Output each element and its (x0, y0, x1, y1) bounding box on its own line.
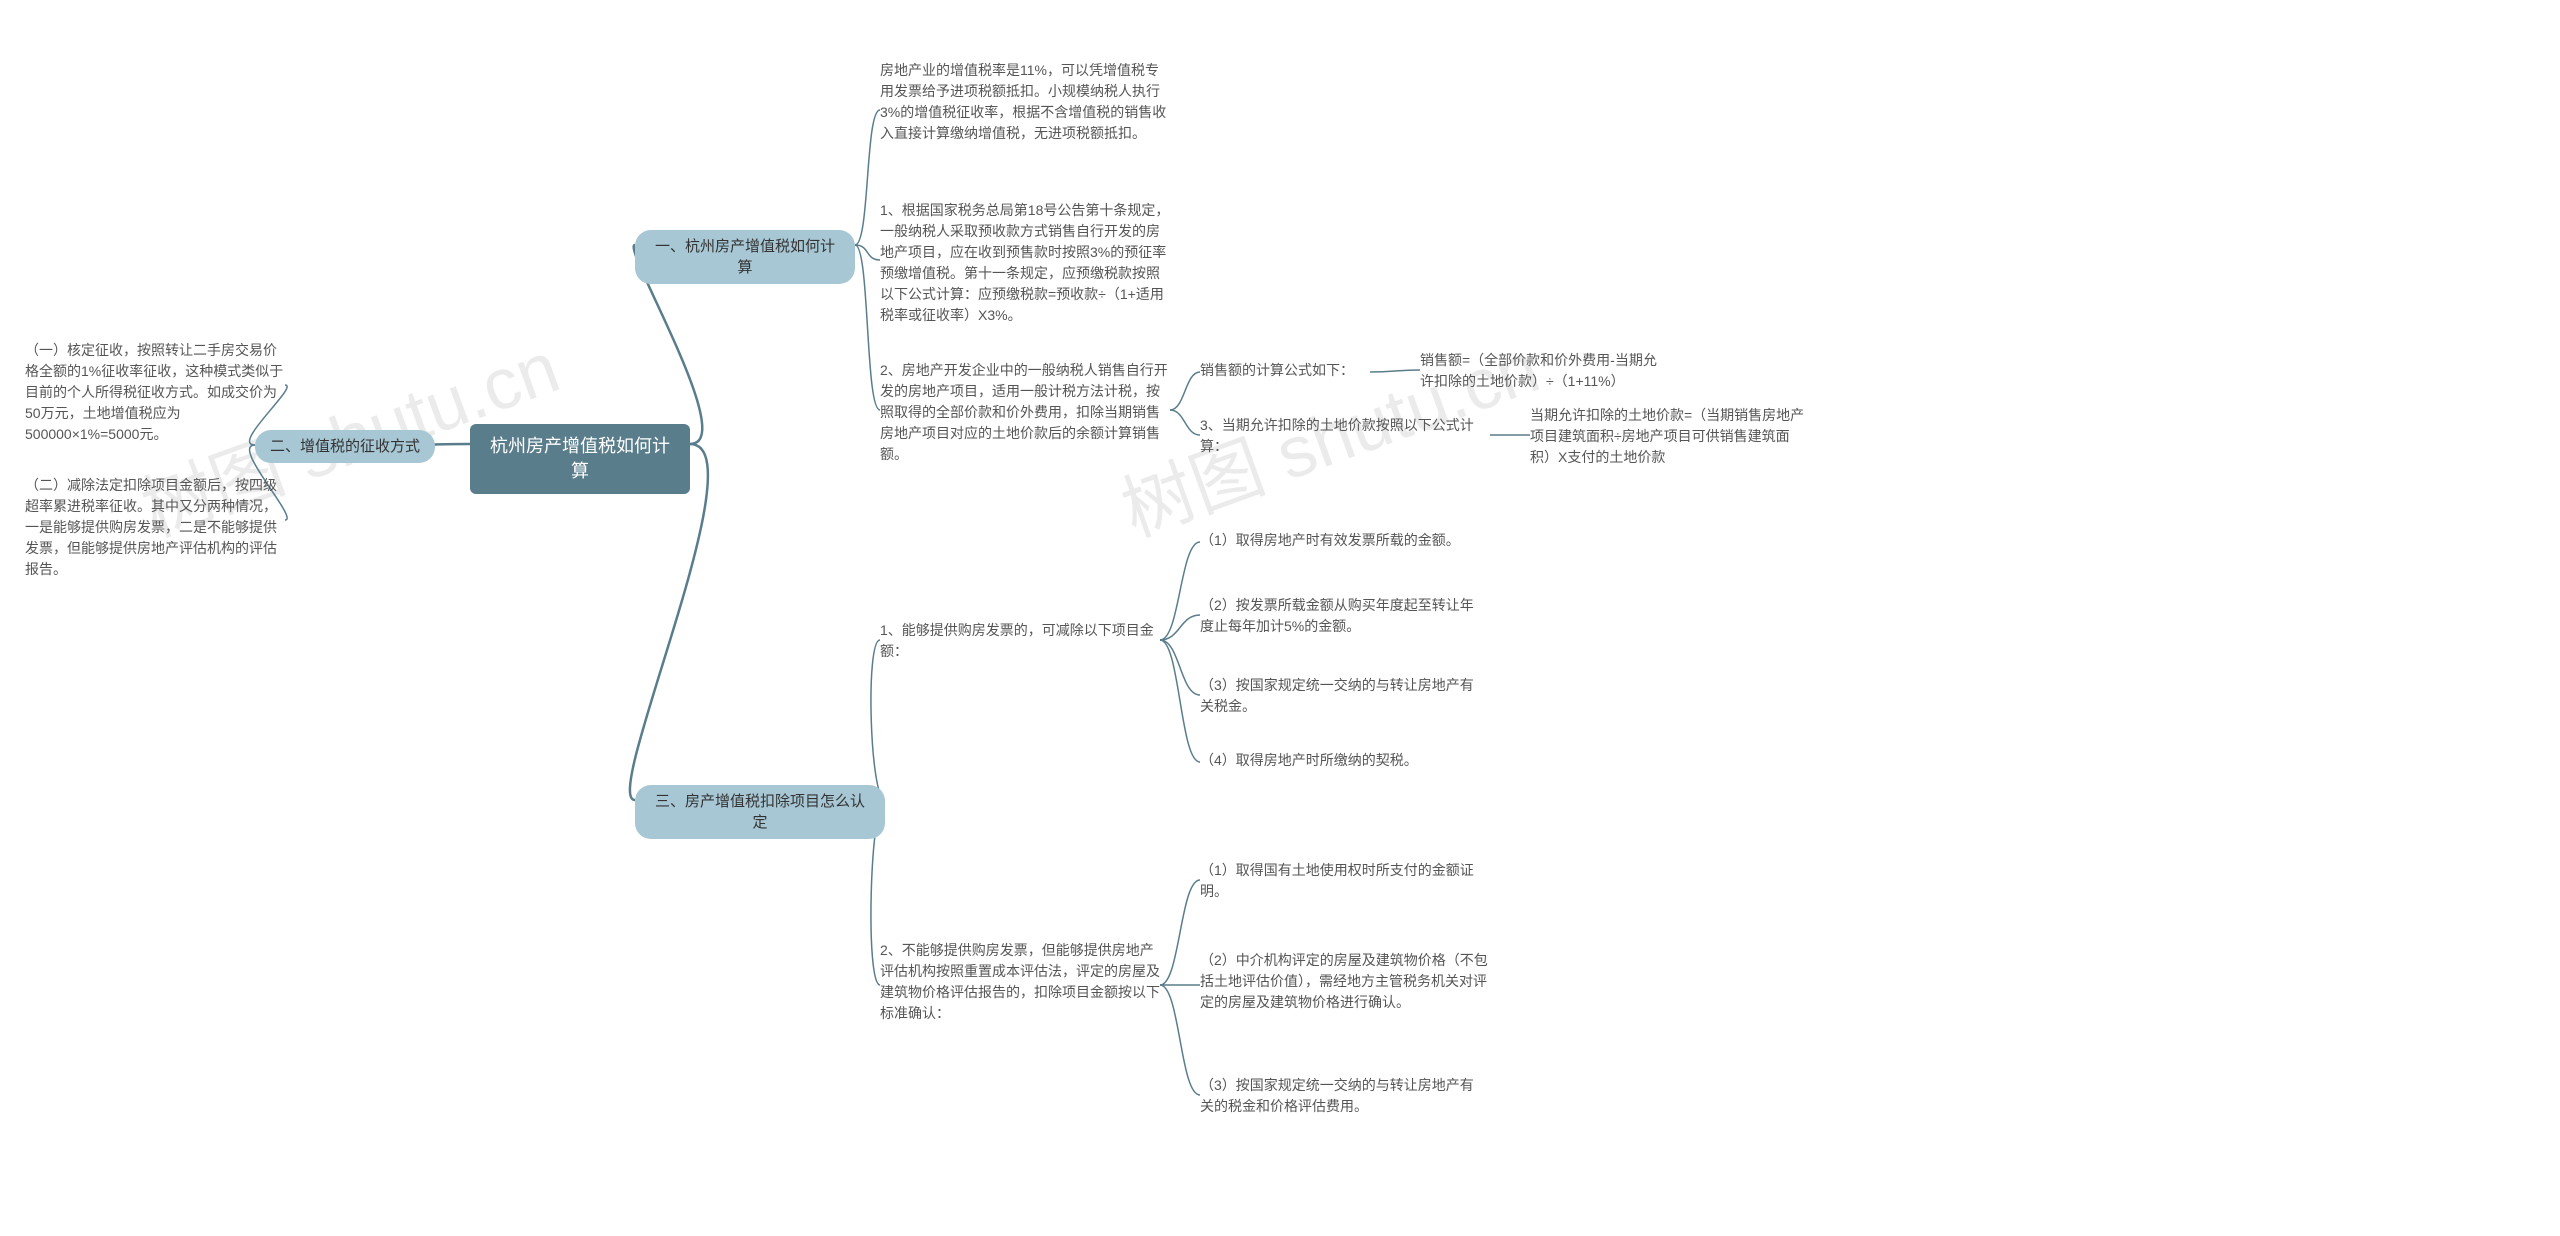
branch-1-child-2: 1、根据国家税务总局第18号公告第十条规定，一般纳税人采取预收款方式销售自行开发… (880, 200, 1170, 326)
branch-3-child-2b: （2）中介机构评定的房屋及建筑物价格（不包括土地评估价值），需经地方主管税务机关… (1200, 950, 1490, 1013)
branch-3-child-1: 1、能够提供购房发票的，可减除以下项目金额： (880, 620, 1160, 662)
branch-1-child-3: 2、房地产开发企业中的一般纳税人销售自行开发的房地产项目，适用一般计税方法计税，… (880, 360, 1170, 465)
branch-1-child-3a-leaf: 销售额=（全部价款和价外费用-当期允许扣除的土地价款）÷（1+11%） (1420, 350, 1660, 392)
root-node[interactable]: 杭州房产增值税如何计算 (470, 424, 690, 494)
branch-1-child-3b: 3、当期允许扣除的土地价款按照以下公式计算： (1200, 415, 1490, 457)
branch-3-child-1d: （4）取得房地产时所缴纳的契税。 (1200, 750, 1480, 771)
mindmap-canvas: 树图 shutu.cn 树图 shutu.cn (0, 0, 2560, 1236)
branch-1-child-3a: 销售额的计算公式如下： (1200, 360, 1370, 381)
branch-1-child-1: 房地产业的增值税率是11%，可以凭增值税专用发票给予进项税额抵扣。小规模纳税人执… (880, 60, 1170, 144)
branch-3-child-1a: （1）取得房地产时有效发票所载的金额。 (1200, 530, 1480, 551)
branch-1-child-3b-leaf: 当期允许扣除的土地价款=（当期销售房地产项目建筑面积÷房地产项目可供销售建筑面积… (1530, 405, 1810, 468)
branch-2-child-2: （二）减除法定扣除项目金额后，按四级超率累进税率征收。其中又分两种情况，一是能够… (25, 475, 285, 580)
branch-3-child-2: 2、不能够提供购房发票，但能够提供房地产评估机构按照重置成本评估法，评定的房屋及… (880, 940, 1160, 1024)
branch-3-child-2c: （3）按国家规定统一交纳的与转让房地产有关的税金和价格评估费用。 (1200, 1075, 1480, 1117)
branch-3[interactable]: 三、房产增值税扣除项目怎么认定 (635, 785, 885, 839)
branch-2-child-1: （一）核定征收，按照转让二手房交易价格全额的1%征收率征收，这种模式类似于目前的… (25, 340, 285, 445)
branch-3-child-1b: （2）按发票所载金额从购买年度起至转让年度止每年加计5%的金额。 (1200, 595, 1480, 637)
branch-3-child-2a: （1）取得国有土地使用权时所支付的金额证明。 (1200, 860, 1480, 902)
branch-1[interactable]: 一、杭州房产增值税如何计算 (635, 230, 855, 284)
branch-3-child-1c: （3）按国家规定统一交纳的与转让房地产有关税金。 (1200, 675, 1480, 717)
